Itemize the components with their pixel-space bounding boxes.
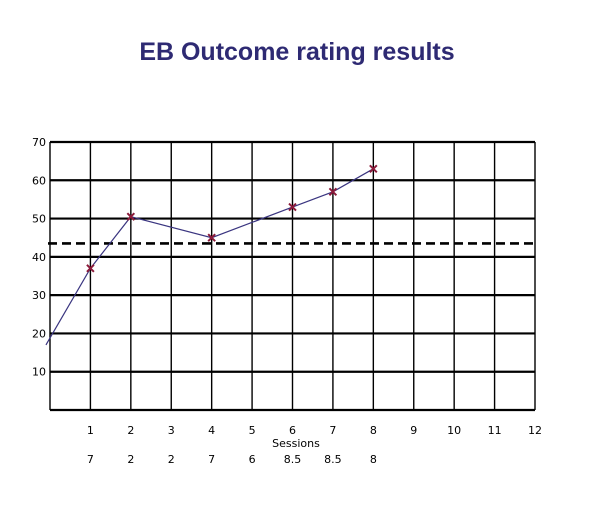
- x-axis-label: Sessions: [272, 437, 320, 450]
- x-tick-label: 10: [447, 424, 461, 437]
- x-axis-ticks: 1 2 3 4 5 6 7 8 9 10 11 12: [87, 424, 542, 437]
- x-tick-label: 9: [410, 424, 417, 437]
- y-tick-label: 40: [32, 251, 46, 264]
- data-point-marker: [126, 212, 136, 221]
- x-tick-label: 4: [208, 424, 215, 437]
- second-row-label: 2: [127, 453, 134, 466]
- data-point-marker: [369, 164, 378, 174]
- x-tick-label: 5: [249, 424, 256, 437]
- x-tick-label: 2: [127, 424, 134, 437]
- y-tick-label: 30: [32, 289, 46, 302]
- x-tick-label: 1: [87, 424, 94, 437]
- second-row-label: 6: [249, 453, 256, 466]
- x-tick-label: 11: [488, 424, 502, 437]
- second-row-label: 2: [168, 453, 175, 466]
- data-point-marker: [288, 202, 297, 212]
- y-tick-label: 70: [32, 136, 46, 149]
- data-point-marker: [328, 187, 338, 196]
- data-point-marker: [207, 233, 216, 242]
- y-tick-label: 10: [32, 366, 46, 379]
- second-row-label: 8: [370, 453, 377, 466]
- data-point-marker: [86, 264, 95, 273]
- second-row-label: 8.5: [284, 453, 302, 466]
- series-layer: [45, 164, 378, 346]
- y-tick-label: 20: [32, 327, 46, 340]
- x-tick-label: 7: [329, 424, 336, 437]
- y-axis-ticks: 10 20 30 40 50 60 70: [32, 136, 46, 379]
- chart-title: EB Outcome rating results: [139, 38, 454, 66]
- second-row-label: 7: [208, 453, 215, 466]
- y-tick-label: 60: [32, 174, 46, 187]
- x-tick-label: 12: [528, 424, 542, 437]
- second-row-label: 7: [87, 453, 94, 466]
- x-tick-label: 8: [370, 424, 377, 437]
- x-tick-label: 6: [289, 424, 296, 437]
- y-tick-label: 50: [32, 213, 46, 226]
- second-row-labels: 7 2 2 7 6 8.5 8.5 8: [87, 453, 377, 466]
- second-row-label: 8.5: [324, 453, 342, 466]
- x-tick-label: 3: [168, 424, 175, 437]
- grid: [49, 140, 536, 412]
